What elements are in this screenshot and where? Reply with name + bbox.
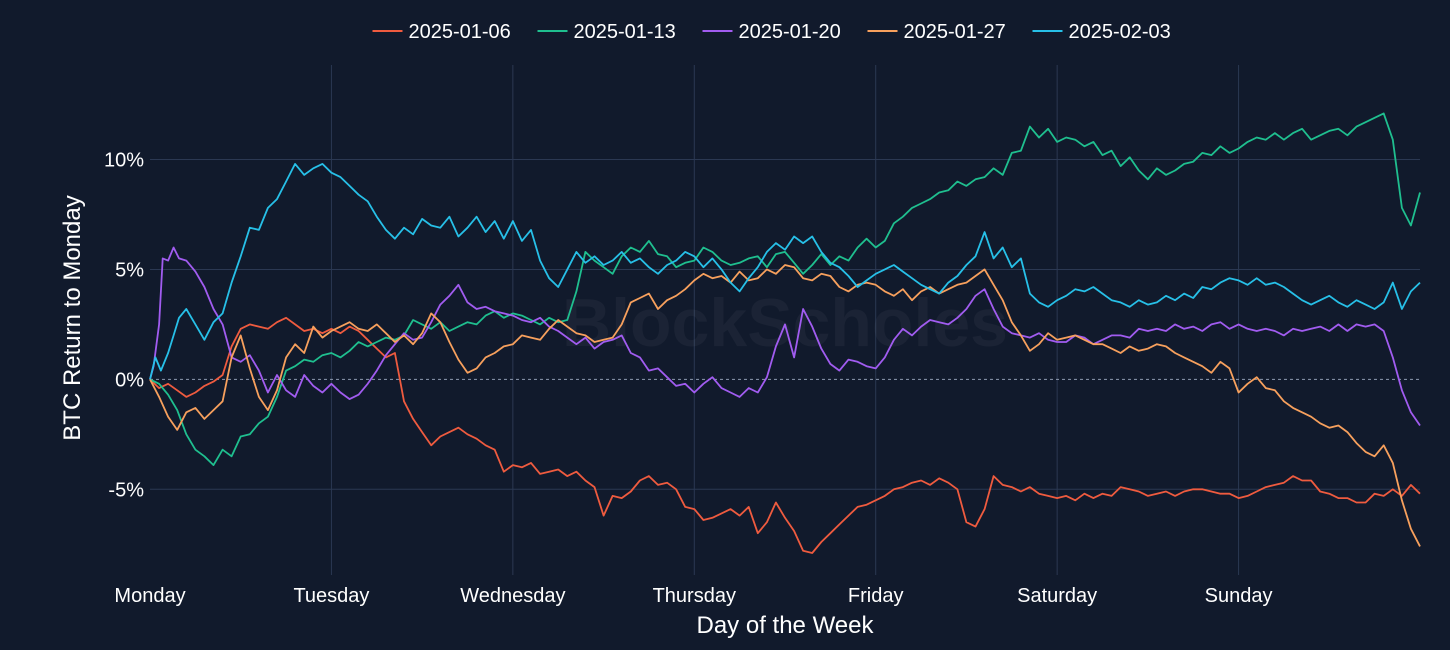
series-line-2025-01-13 xyxy=(149,112,1421,466)
grid xyxy=(150,65,1420,575)
legend-label: 2025-01-13 xyxy=(574,21,676,43)
y-tick-label: 5% xyxy=(115,259,144,281)
x-tick-label: Monday xyxy=(114,585,185,607)
legend-item-2025-01-27[interactable]: 2025-01-27 xyxy=(867,21,1006,43)
x-tick-label: Sunday xyxy=(1205,585,1273,607)
y-tick-label: 0% xyxy=(115,369,144,391)
legend-item-2025-01-06[interactable]: 2025-01-06 xyxy=(372,21,511,43)
series-line-2025-02-03 xyxy=(149,163,1421,380)
series-line-2025-01-06 xyxy=(149,316,1421,554)
legend-label: 2025-01-06 xyxy=(409,21,511,43)
series-line-2025-01-20 xyxy=(149,246,1421,427)
legend-item-2025-01-20[interactable]: 2025-01-20 xyxy=(702,21,841,43)
x-tick-label: Friday xyxy=(848,585,904,607)
y-tick-label: 10% xyxy=(104,150,144,172)
y-tick-label: -5% xyxy=(108,479,144,501)
x-tick-label: Tuesday xyxy=(293,585,369,607)
series-line-2025-01-27 xyxy=(149,264,1421,547)
series-lines xyxy=(149,112,1421,554)
y-axis-title: BTC Return to Monday xyxy=(59,195,86,440)
legend-label: 2025-01-27 xyxy=(904,21,1006,43)
watermark: BlockScholes xyxy=(562,285,1008,361)
x-tick-label: Saturday xyxy=(1017,585,1097,607)
x-tick-label: Wednesday xyxy=(460,585,565,607)
legend-item-2025-02-03[interactable]: 2025-02-03 xyxy=(1032,21,1171,43)
legend-label: 2025-01-20 xyxy=(739,21,841,43)
legend-label: 2025-02-03 xyxy=(1069,21,1171,43)
x-tick-label: Thursday xyxy=(653,585,736,607)
x-axis-title: Day of the Week xyxy=(697,612,875,639)
axes: Monday Tuesday Wednesday Thursday Friday Satu… xyxy=(104,150,1273,607)
legend-item-2025-01-13[interactable]: 2025-01-13 xyxy=(537,21,676,43)
legend[interactable]: 2025-01-06 2025-01-13 2025-01-20 2025-01-27… xyxy=(372,21,1171,43)
